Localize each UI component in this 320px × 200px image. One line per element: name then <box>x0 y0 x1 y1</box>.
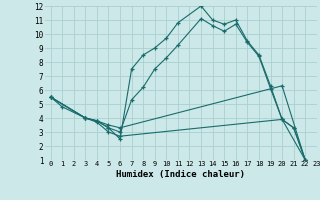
X-axis label: Humidex (Indice chaleur): Humidex (Indice chaleur) <box>116 170 245 179</box>
